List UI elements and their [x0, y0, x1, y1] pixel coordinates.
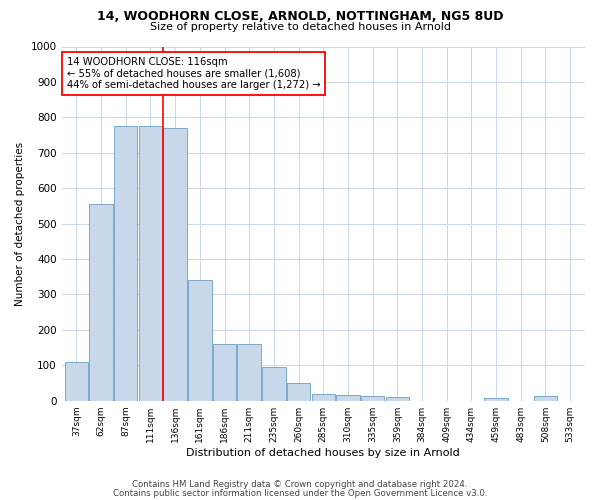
Bar	[361, 396, 385, 400]
Y-axis label: Number of detached properties: Number of detached properties	[15, 142, 25, 306]
Bar	[139, 126, 162, 400]
Bar	[534, 396, 557, 400]
Bar	[213, 344, 236, 401]
Text: Contains HM Land Registry data © Crown copyright and database right 2024.: Contains HM Land Registry data © Crown c…	[132, 480, 468, 489]
Bar	[238, 344, 261, 401]
Bar	[188, 280, 212, 400]
Bar	[114, 126, 137, 400]
Bar	[287, 383, 310, 400]
X-axis label: Distribution of detached houses by size in Arnold: Distribution of detached houses by size …	[187, 448, 460, 458]
Text: Size of property relative to detached houses in Arnold: Size of property relative to detached ho…	[149, 22, 451, 32]
Text: 14, WOODHORN CLOSE, ARNOLD, NOTTINGHAM, NG5 8UD: 14, WOODHORN CLOSE, ARNOLD, NOTTINGHAM, …	[97, 10, 503, 23]
Text: 14 WOODHORN CLOSE: 116sqm
← 55% of detached houses are smaller (1,608)
44% of se: 14 WOODHORN CLOSE: 116sqm ← 55% of detac…	[67, 57, 320, 90]
Text: Contains public sector information licensed under the Open Government Licence v3: Contains public sector information licen…	[113, 488, 487, 498]
Bar	[65, 362, 88, 401]
Bar	[386, 397, 409, 400]
Bar	[262, 367, 286, 400]
Bar	[89, 204, 113, 400]
Bar	[311, 394, 335, 400]
Bar	[163, 128, 187, 400]
Bar	[336, 396, 359, 400]
Bar	[484, 398, 508, 400]
